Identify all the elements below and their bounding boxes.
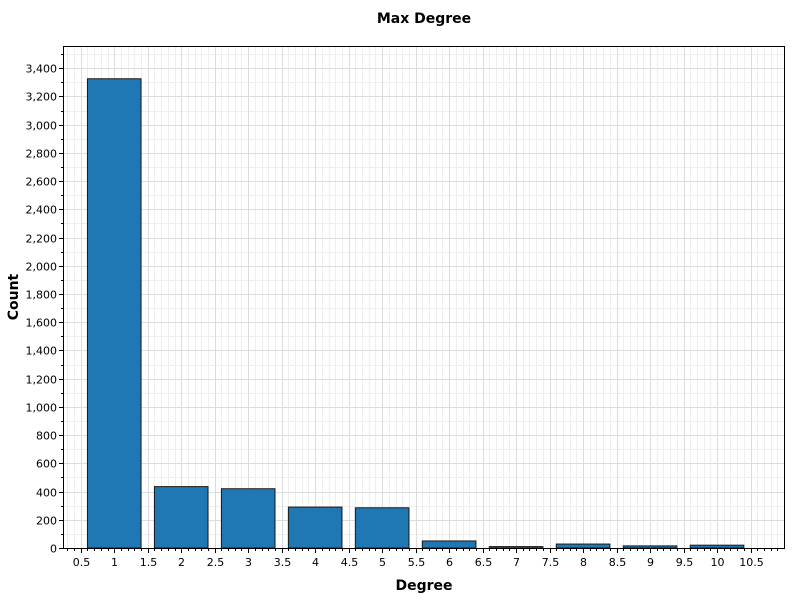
x-tick-label: 9.5 [676, 556, 694, 569]
bars-group [86, 78, 745, 549]
y-tick-label: 1,000 [26, 402, 58, 415]
histogram-bar [220, 488, 276, 549]
histogram-bar [421, 540, 477, 549]
x-tick-label: 7 [513, 556, 520, 569]
y-tick-label: 600 [36, 458, 57, 471]
x-tick-label: 10.5 [739, 556, 764, 569]
histogram-bar [555, 543, 611, 549]
y-tick-label: 3,400 [26, 63, 58, 76]
x-tick-label: 6 [446, 556, 453, 569]
histogram-bar [153, 486, 209, 549]
x-tick-label: 3.5 [274, 556, 292, 569]
histogram-bar [622, 545, 678, 549]
histogram-bar [354, 507, 410, 549]
y-axis: 0 200 400 600 800 1,000 1,200 1,400 1,600 1,800 2,… [26, 54, 64, 556]
x-tick-label: 1 [111, 556, 118, 569]
x-tick-label: 5.5 [408, 556, 426, 569]
grid [64, 47, 784, 549]
plot-frame [63, 46, 785, 549]
chart-title: Max Degree [377, 11, 471, 27]
x-tick-label: 10 [711, 556, 725, 569]
y-tick-label: 2,600 [26, 176, 58, 189]
y-tick-label: 2,200 [26, 233, 58, 246]
y-tick-label: 1,800 [26, 289, 58, 302]
x-tick-label: 2 [178, 556, 185, 569]
histogram-bar [488, 546, 544, 549]
y-tick-label: 1,200 [26, 374, 58, 387]
x-tick-label: 2.5 [207, 556, 225, 569]
histogram-bar [86, 78, 142, 549]
x-tick-label: 4.5 [341, 556, 359, 569]
y-tick-label: 3,000 [26, 120, 58, 133]
x-tick-label: 8 [580, 556, 587, 569]
y-tick-label: 0 [50, 543, 57, 556]
y-tick-label: 2,800 [26, 148, 58, 161]
y-tick-label: 200 [36, 515, 57, 528]
x-tick-label: 5 [379, 556, 386, 569]
y-tick-label: 400 [36, 487, 57, 500]
x-tick-label: 1.5 [140, 556, 158, 569]
x-tick-label: 6.5 [475, 556, 493, 569]
y-tick-label: 800 [36, 430, 57, 443]
y-tick-label: 1,600 [26, 317, 58, 330]
x-tick-label: 7.5 [542, 556, 560, 569]
histogram-bar [287, 506, 343, 549]
x-tick-label: 8.5 [609, 556, 627, 569]
x-axis-label: Degree [395, 578, 452, 594]
x-tick-label: 9 [647, 556, 654, 569]
x-tick-label: 0.5 [73, 556, 91, 569]
y-tick-label: 2,400 [26, 204, 58, 217]
y-tick-label: 2,000 [26, 261, 58, 274]
x-tick-label: 3 [245, 556, 252, 569]
x-tick-label: 4 [312, 556, 319, 569]
y-tick-label: 3,200 [26, 91, 58, 104]
y-tick-label: 1,400 [26, 345, 58, 358]
x-axis: 0.5 1 1.5 2 2.5 3 3.5 4 4.5 5 5.5 6 6.5 7 7.5 8 8.5 9 9.5 1… [67, 548, 778, 569]
histogram-bar [689, 544, 745, 549]
y-axis-label: Count [6, 273, 22, 320]
